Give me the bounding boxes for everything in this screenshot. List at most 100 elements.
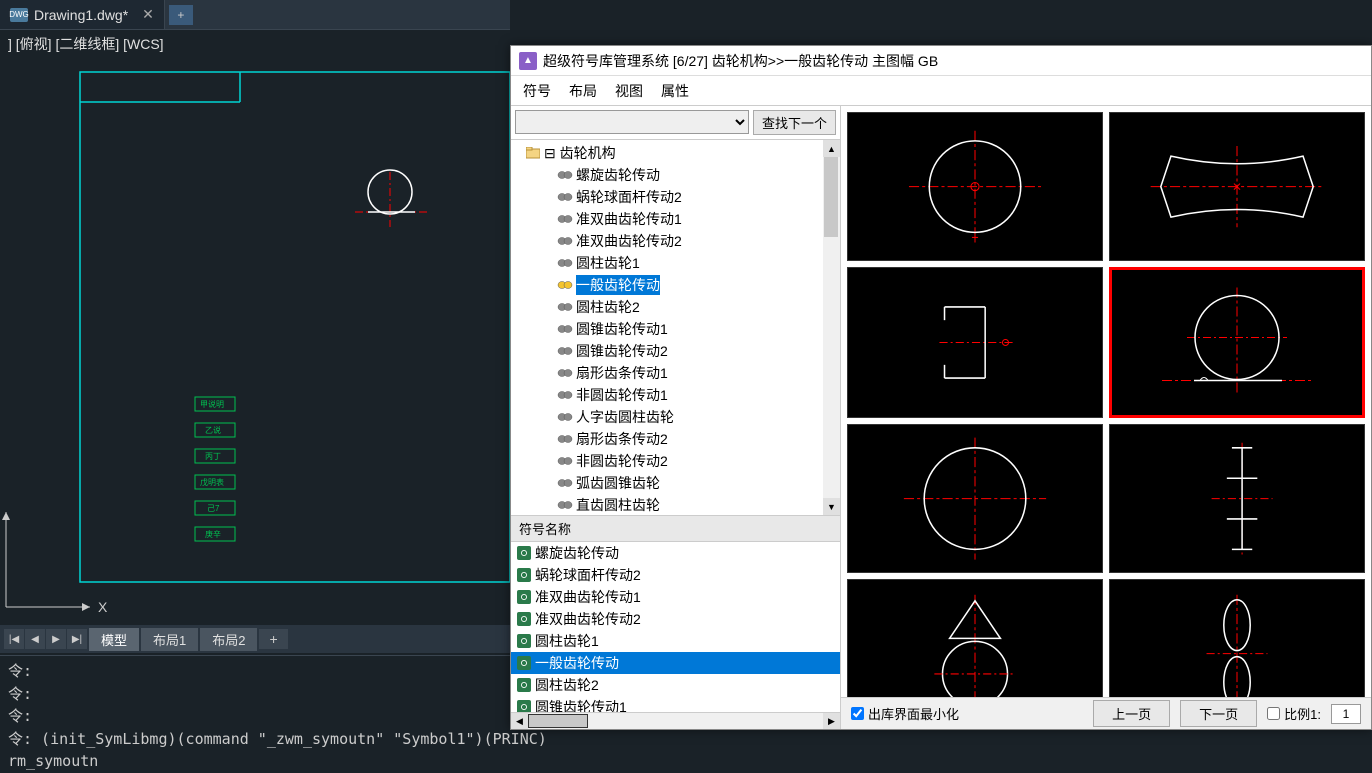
tree-root-item[interactable]: ⊟ 齿轮机构 bbox=[515, 142, 836, 164]
name-list-header: 符号名称 bbox=[511, 515, 840, 542]
tree-item[interactable]: 准双曲齿轮传动2 bbox=[515, 230, 836, 252]
dialog-menubar: 符号 布局 视图 属性 bbox=[511, 76, 1371, 106]
name-list-item[interactable]: 圆锥齿轮传动1 bbox=[511, 696, 840, 712]
symbol-small-icon bbox=[517, 700, 531, 712]
tree-item[interactable]: 圆锥齿轮传动2 bbox=[515, 340, 836, 362]
symbol-icon bbox=[557, 234, 573, 248]
tree-item[interactable]: 蜗轮球面杆传动2 bbox=[515, 186, 836, 208]
tree-item[interactable]: 螺旋齿轮传动 bbox=[515, 164, 836, 186]
symbol-icon bbox=[557, 212, 573, 226]
close-icon[interactable]: ✕ bbox=[142, 6, 154, 23]
thumbnail[interactable] bbox=[1109, 579, 1365, 697]
tree-item[interactable]: 人字齿圆柱齿轮 bbox=[515, 406, 836, 428]
tree-item[interactable]: 直齿圆柱齿轮 bbox=[515, 494, 836, 515]
tree-item[interactable]: 非圆齿轮传动2 bbox=[515, 450, 836, 472]
dialog-titlebar[interactable]: ▲ 超级符号库管理系统 [6/27] 齿轮机构>>一般齿轮传动 主图幅 GB bbox=[511, 46, 1371, 76]
hscroll-thumb[interactable] bbox=[528, 714, 588, 728]
menu-properties[interactable]: 属性 bbox=[661, 81, 689, 101]
folder-open-icon bbox=[525, 146, 541, 160]
symbol-icon bbox=[557, 476, 573, 490]
name-list-item[interactable]: 圆柱齿轮2 bbox=[511, 674, 840, 696]
svg-text:乙说: 乙说 bbox=[205, 425, 221, 435]
symbol-icon bbox=[557, 322, 573, 336]
tree-item[interactable]: 非圆齿轮传动1 bbox=[515, 384, 836, 406]
name-list-item[interactable]: 圆柱齿轮1 bbox=[511, 630, 840, 652]
symbol-icon bbox=[557, 454, 573, 468]
tab-add-button[interactable]: + bbox=[259, 629, 287, 649]
name-list-item[interactable]: 准双曲齿轮传动1 bbox=[511, 586, 840, 608]
symbol-tree[interactable]: ⊟ 齿轮机构 螺旋齿轮传动蜗轮球面杆传动2准双曲齿轮传动1准双曲齿轮传动2圆柱齿… bbox=[511, 140, 840, 515]
menu-view[interactable]: 视图 bbox=[615, 81, 643, 101]
symbol-small-icon bbox=[517, 678, 531, 692]
symbol-icon bbox=[557, 388, 573, 402]
thumbnail[interactable] bbox=[847, 267, 1103, 418]
tree-item[interactable]: 扇形齿条传动1 bbox=[515, 362, 836, 384]
symbol-small-icon bbox=[517, 634, 531, 648]
symbol-small-icon bbox=[517, 590, 531, 604]
symbol-small-icon bbox=[517, 568, 531, 582]
new-tab-button[interactable]: + bbox=[169, 5, 193, 25]
symbol-small-icon bbox=[517, 656, 531, 670]
nav-last-button[interactable]: ▶| bbox=[67, 629, 87, 649]
symbol-icon bbox=[557, 300, 573, 314]
thumbnail-grid bbox=[841, 106, 1371, 697]
svg-text:戊明表: 戊明表 bbox=[200, 477, 224, 487]
tree-item[interactable]: 准双曲齿轮传动1 bbox=[515, 208, 836, 230]
tab-layout1[interactable]: 布局1 bbox=[141, 628, 198, 651]
thumbnail[interactable] bbox=[847, 424, 1103, 573]
symbol-icon bbox=[557, 410, 573, 424]
symbol-icon bbox=[557, 366, 573, 380]
nav-next-button[interactable]: ▶ bbox=[46, 629, 66, 649]
horizontal-scrollbar[interactable]: ◀ ▶ bbox=[511, 712, 840, 729]
svg-text:庚辛: 庚辛 bbox=[205, 529, 221, 539]
scroll-up-icon[interactable]: ▲ bbox=[823, 140, 840, 157]
tree-item[interactable]: 一般齿轮传动 bbox=[515, 274, 836, 296]
file-tab-active[interactable]: DWG Drawing1.dwg* ✕ bbox=[0, 0, 165, 29]
thumbnail[interactable] bbox=[1109, 112, 1365, 261]
symbol-name-list[interactable]: 螺旋齿轮传动蜗轮球面杆传动2准双曲齿轮传动1准双曲齿轮传动2圆柱齿轮1一般齿轮传… bbox=[511, 542, 840, 712]
thumbnail[interactable] bbox=[847, 112, 1103, 261]
scroll-left-icon[interactable]: ◀ bbox=[511, 713, 528, 729]
thumbnail[interactable] bbox=[1109, 424, 1365, 573]
tab-model[interactable]: 模型 bbox=[89, 628, 139, 651]
tree-item[interactable]: 圆柱齿轮1 bbox=[515, 252, 836, 274]
prev-page-button[interactable]: 上一页 bbox=[1093, 700, 1170, 727]
name-list-item[interactable]: 蜗轮球面杆传动2 bbox=[511, 564, 840, 586]
ratio-label: 比例1: bbox=[1267, 704, 1321, 723]
file-tab-bar: DWG Drawing1.dwg* ✕ + bbox=[0, 0, 510, 30]
svg-text:X: X bbox=[98, 599, 108, 615]
tab-layout2[interactable]: 布局2 bbox=[200, 628, 257, 651]
tree-item[interactable]: 圆锥齿轮传动1 bbox=[515, 318, 836, 340]
scroll-thumb[interactable] bbox=[824, 157, 838, 237]
tree-item[interactable]: 圆柱齿轮2 bbox=[515, 296, 836, 318]
svg-text:甲说明: 甲说明 bbox=[200, 399, 224, 409]
symbol-icon bbox=[557, 278, 573, 292]
tree-scrollbar[interactable]: ▲ ▼ bbox=[823, 140, 840, 515]
nav-first-button[interactable]: |◀ bbox=[4, 629, 24, 649]
thumbnail[interactable] bbox=[847, 579, 1103, 697]
minimize-checkbox-label[interactable]: 出库界面最小化 bbox=[851, 704, 959, 723]
scroll-right-icon[interactable]: ▶ bbox=[823, 713, 840, 729]
symbol-small-icon bbox=[517, 612, 531, 626]
next-page-button[interactable]: 下一页 bbox=[1180, 700, 1257, 727]
find-next-button[interactable]: 查找下一个 bbox=[753, 110, 836, 135]
search-combobox[interactable] bbox=[515, 110, 749, 134]
symbol-small-icon bbox=[517, 546, 531, 560]
name-list-item[interactable]: 准双曲齿轮传动2 bbox=[511, 608, 840, 630]
drawing-canvas[interactable]: 甲说明 乙说 丙丁 戊明表 己7 庚辛 X bbox=[0, 52, 510, 620]
ratio-input[interactable] bbox=[1331, 704, 1361, 724]
minimize-checkbox[interactable] bbox=[851, 707, 864, 720]
menu-layout[interactable]: 布局 bbox=[569, 81, 597, 101]
layout-tabs: |◀ ◀ ▶ ▶| 模型 布局1 布局2 + bbox=[0, 625, 510, 653]
tree-item[interactable]: 扇形齿条传动2 bbox=[515, 428, 836, 450]
thumbnail-selected[interactable] bbox=[1109, 267, 1365, 418]
nav-prev-button[interactable]: ◀ bbox=[25, 629, 45, 649]
name-list-item[interactable]: 螺旋齿轮传动 bbox=[511, 542, 840, 564]
symbol-icon bbox=[557, 432, 573, 446]
scroll-down-icon[interactable]: ▼ bbox=[823, 498, 840, 515]
menu-symbol[interactable]: 符号 bbox=[523, 81, 551, 101]
name-list-item[interactable]: 一般齿轮传动 bbox=[511, 652, 840, 674]
ratio-checkbox[interactable] bbox=[1267, 707, 1280, 720]
dialog-bottom-bar: 出库界面最小化 上一页 下一页 比例1: bbox=[841, 697, 1371, 729]
tree-item[interactable]: 弧齿圆锥齿轮 bbox=[515, 472, 836, 494]
